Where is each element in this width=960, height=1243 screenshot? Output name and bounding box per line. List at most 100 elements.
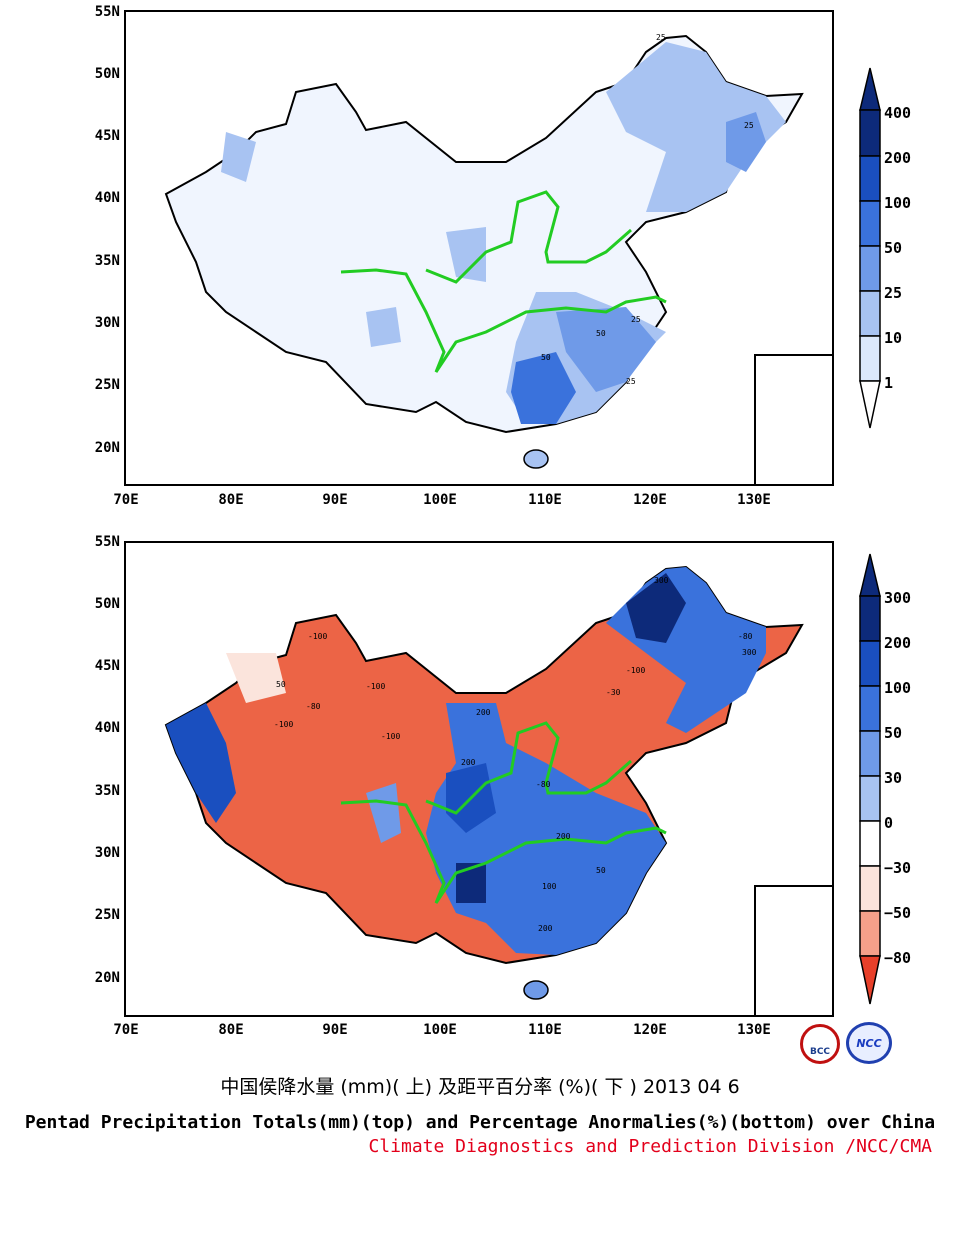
colorbar-label: 1: [884, 374, 894, 392]
contour-label: 50: [596, 866, 606, 875]
contour-label: 300: [742, 648, 757, 657]
precip-region-tibet: [366, 307, 401, 347]
precip-region-northeast-core: [726, 112, 766, 172]
colorbar-label: 200: [884, 634, 912, 652]
precip-region-west: [221, 132, 256, 182]
contour-label: 25: [744, 121, 754, 130]
anomaly-region-west-light: [226, 653, 286, 703]
lat-label: 20N: [94, 970, 120, 986]
lat-label: 45N: [94, 658, 120, 674]
contour-label: 300: [654, 576, 669, 585]
contour-label: -80: [536, 780, 551, 789]
contour-label: -100: [366, 682, 385, 691]
south-china-sea-inset: [754, 354, 834, 486]
lat-label: 30N: [94, 315, 120, 331]
lat-label: 45N: [94, 128, 120, 144]
lon-label: 110E: [528, 1022, 562, 1038]
lat-label: 40N: [94, 190, 120, 206]
lon-label: 130E: [737, 1022, 771, 1038]
lon-label: 110E: [528, 492, 562, 508]
hainan-island: [523, 449, 549, 469]
lat-label: 50N: [94, 66, 120, 82]
anomaly-region-west: [166, 703, 236, 823]
colorbar-label: 50: [884, 239, 903, 257]
hainan-island: [523, 980, 549, 1000]
contour-label: 25: [656, 33, 666, 42]
anomaly-region-tibet: [366, 783, 401, 843]
colorbar-label: 25: [884, 284, 903, 302]
lon-label: 100E: [423, 1022, 457, 1038]
yangtze-river: [425, 721, 632, 815]
precip-region-south-core: [511, 352, 576, 424]
top-colorbar: [859, 67, 881, 429]
top-precipitation-panel: 25 25 50 25 50 25 55N 50N 45N 40N 35N 30…: [0, 0, 960, 520]
english-title: Pentad Precipitation Totals(mm)(top) and…: [24, 1112, 936, 1133]
contour-label: 200: [538, 924, 553, 933]
bottom-anomaly-panel: -100 -100 50 -80 -100 -100 200 200 -80 3…: [0, 530, 960, 1050]
colorbar-label: −80: [884, 949, 912, 967]
contour-label: 25: [626, 377, 636, 386]
top-map-frame: 25 25 50 25 50 25: [124, 10, 834, 486]
colorbar-label: 50: [884, 724, 903, 742]
bottom-map-frame: -100 -100 50 -80 -100 -100 200 200 -80 3…: [124, 541, 834, 1017]
lon-label: 120E: [633, 492, 667, 508]
lon-label: 100E: [423, 492, 457, 508]
lon-label: 90E: [322, 1022, 348, 1038]
lat-label: 55N: [94, 4, 120, 20]
contour-label: 50: [596, 329, 606, 338]
anomaly-region-yunnan: [456, 863, 486, 903]
contour-label: 200: [461, 758, 476, 767]
lat-label: 30N: [94, 845, 120, 861]
bcc-logo: BCC: [800, 1024, 840, 1064]
contour-label: -80: [738, 632, 753, 641]
colorbar-label: 400: [884, 104, 912, 122]
contour-label: -80: [306, 702, 321, 711]
chinese-title: 中国侯降水量 (mm)( 上) 及距平百分率 (%)( 下 ) 2013 04 …: [220, 1076, 740, 1098]
lat-label: 25N: [94, 377, 120, 393]
contour-label: -100: [626, 666, 645, 675]
lat-label: 35N: [94, 253, 120, 269]
contour-label: 100: [542, 882, 557, 891]
colorbar-label: 30: [884, 769, 903, 787]
colorbar-label: −50: [884, 904, 912, 922]
precip-region-yangtze: [556, 307, 656, 392]
colorbar-label: 10: [884, 329, 903, 347]
contour-label: -100: [381, 732, 400, 741]
ncc-logo: NCC: [846, 1022, 892, 1064]
yellow-river: [340, 799, 667, 904]
contour-label: -30: [606, 688, 621, 697]
lon-label: 70E: [113, 1022, 139, 1038]
colorbar-label: −30: [884, 859, 912, 877]
colorbar-label: 0: [884, 814, 894, 832]
lon-label: 130E: [737, 492, 771, 508]
lat-label: 35N: [94, 783, 120, 799]
lon-label: 90E: [322, 492, 348, 508]
south-china-sea-inset: [754, 885, 834, 1017]
division-credit: Climate Diagnostics and Prediction Divis…: [368, 1136, 932, 1157]
contour-label: 50: [276, 680, 286, 689]
contour-label: -100: [308, 632, 327, 641]
lat-label: 20N: [94, 440, 120, 456]
contour-label: -100: [274, 720, 293, 729]
yellow-river: [340, 268, 667, 373]
precip-region-central: [446, 227, 486, 282]
contour-label: 200: [556, 832, 571, 841]
lon-label: 80E: [218, 492, 244, 508]
anomaly-region-northeast-core: [626, 573, 686, 643]
colorbar-label: 200: [884, 149, 912, 167]
top-map-svg: 25 25 50 25 50 25: [164, 33, 804, 469]
lat-label: 25N: [94, 907, 120, 923]
colorbar-label: 100: [884, 194, 912, 212]
lon-label: 120E: [633, 1022, 667, 1038]
lon-label: 70E: [113, 492, 139, 508]
lat-label: 50N: [94, 596, 120, 612]
lon-label: 80E: [218, 1022, 244, 1038]
bottom-map-svg: -100 -100 50 -80 -100 -100 200 200 -80 3…: [164, 565, 804, 1000]
lat-label: 40N: [94, 720, 120, 736]
yangtze-river: [425, 190, 632, 284]
contour-label: 25: [631, 315, 641, 324]
contour-label: 50: [541, 353, 551, 362]
colorbar-label: 100: [884, 679, 912, 697]
contour-label: 200: [476, 708, 491, 717]
bottom-colorbar: [859, 553, 881, 1005]
